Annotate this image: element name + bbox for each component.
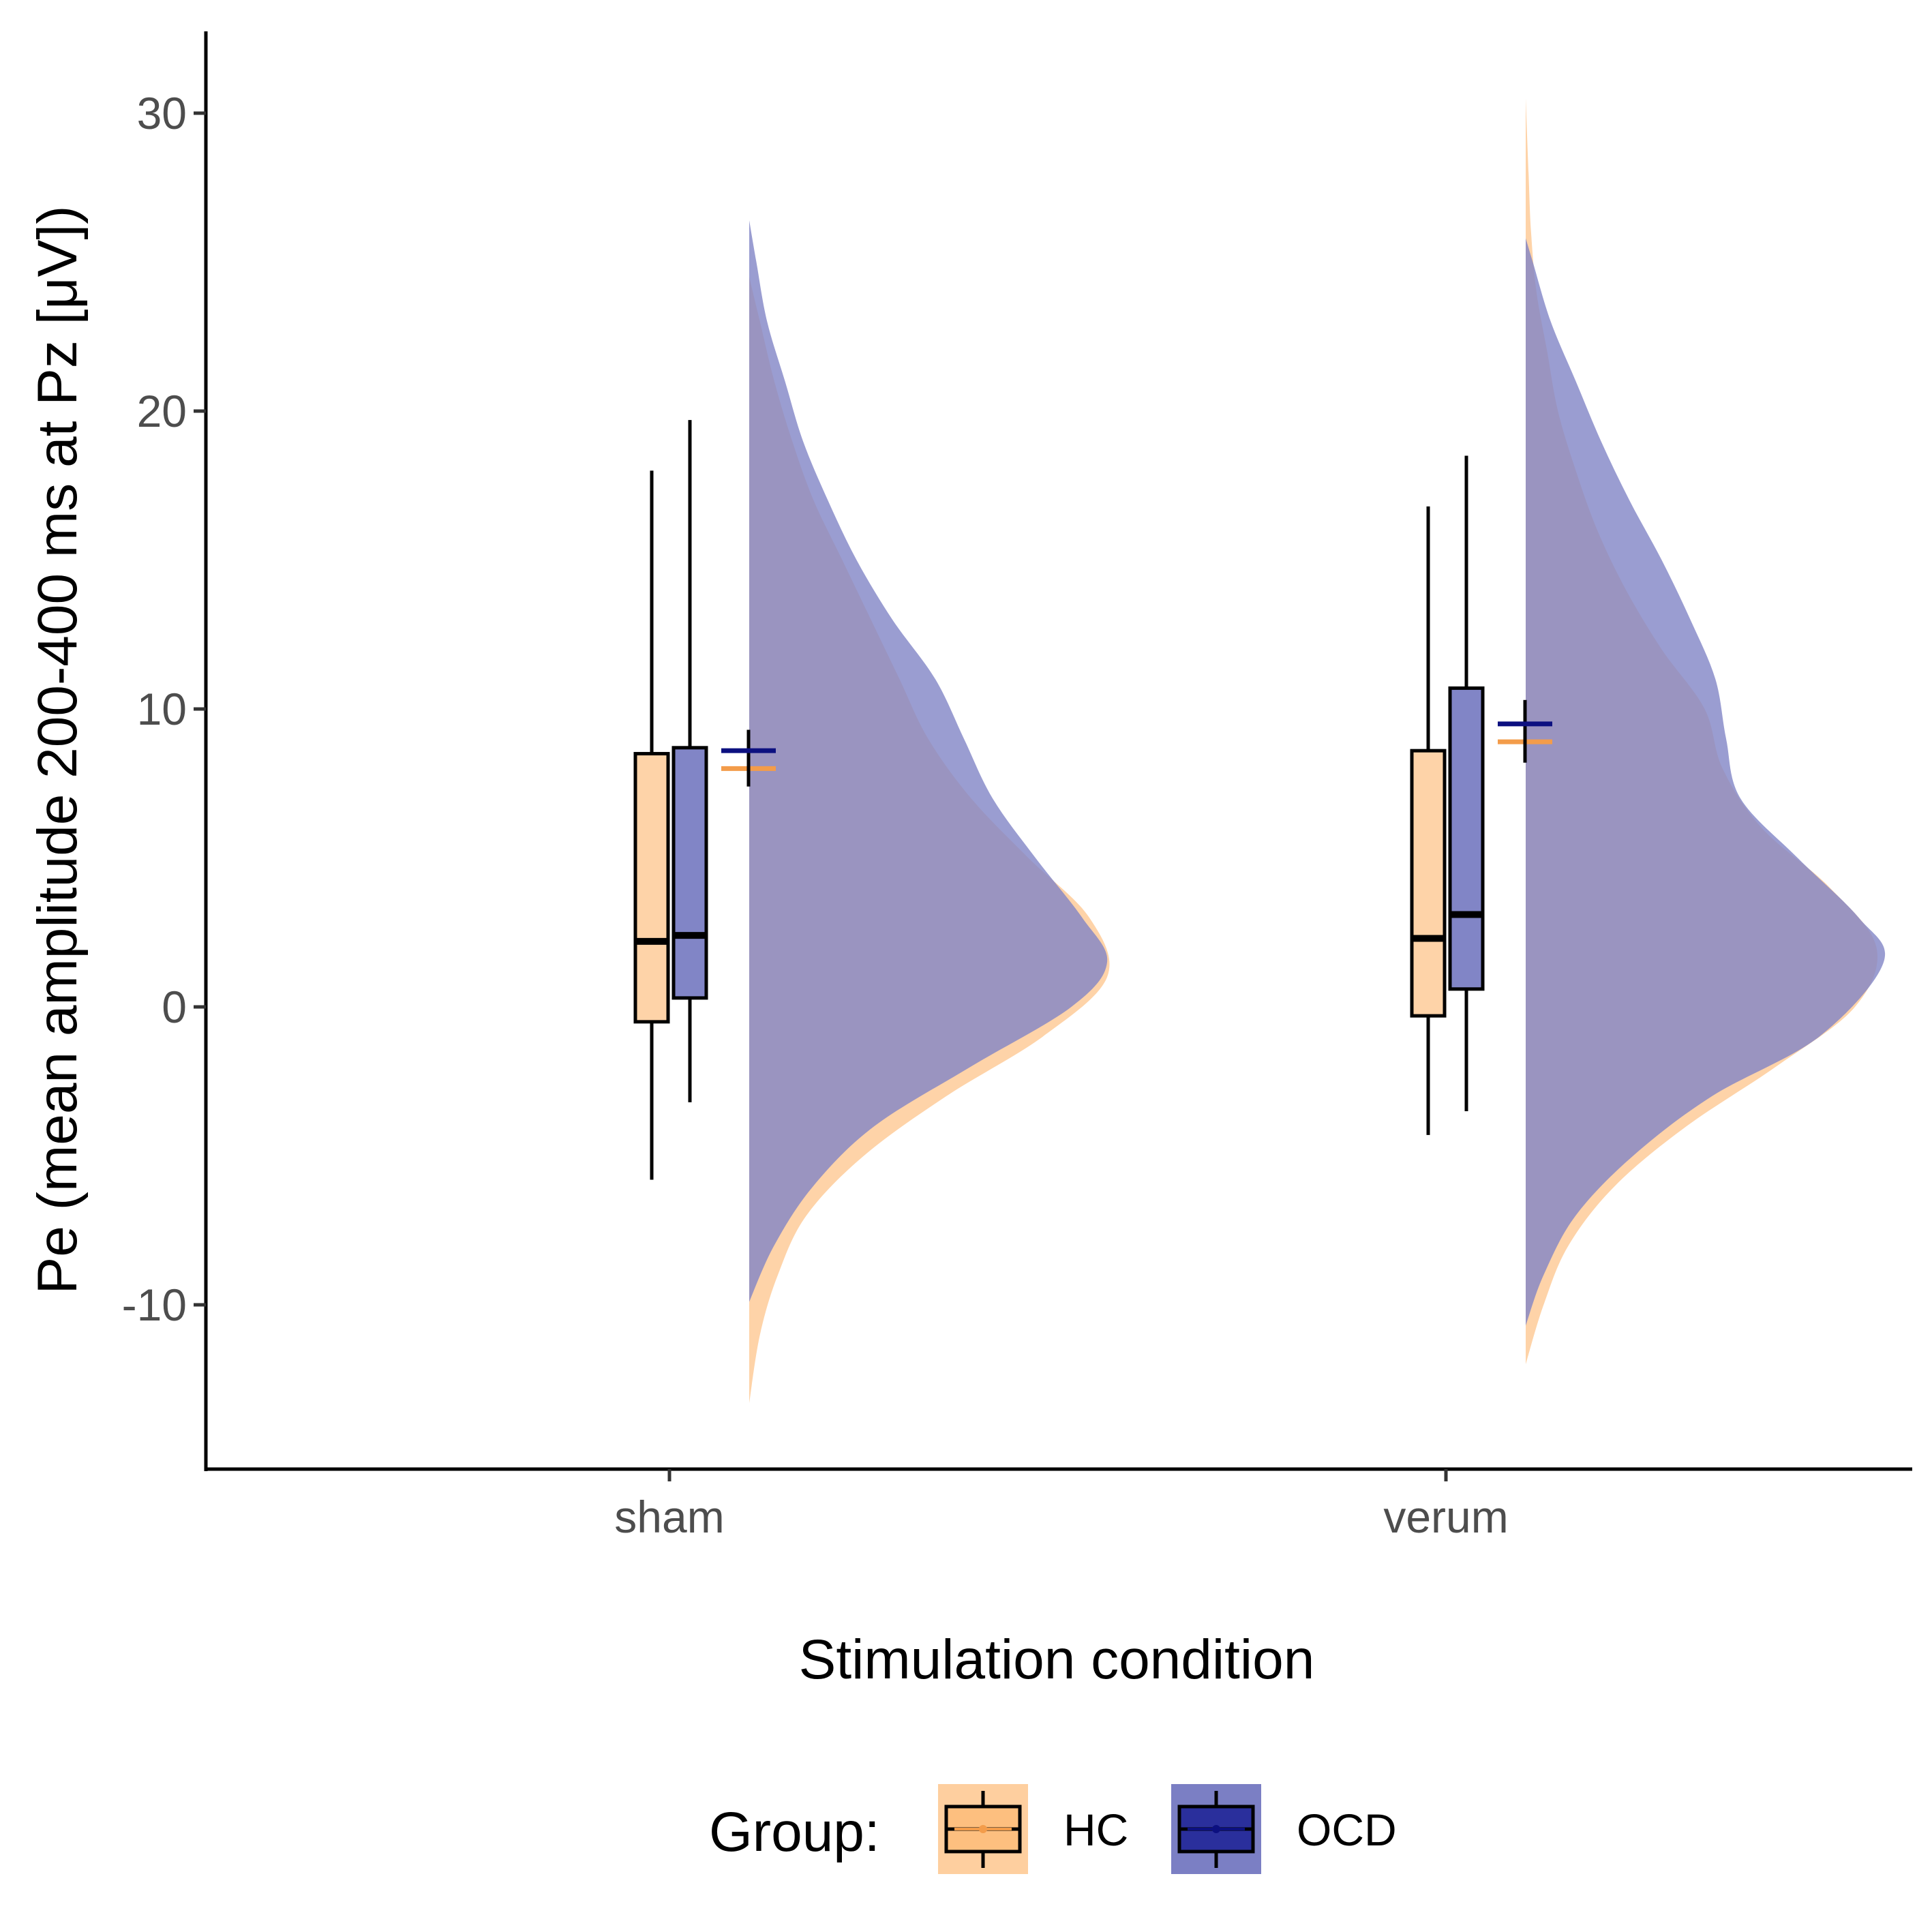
plot-area: [633, 98, 1886, 1404]
density-cloud-ocd-sham: [749, 220, 1108, 1302]
y-tick-label: 10: [137, 684, 187, 734]
x-tick-label-verum: verum: [1383, 1492, 1508, 1542]
legend-key-hc: [938, 1784, 1028, 1874]
legend-label-hc: HC: [1063, 1805, 1128, 1855]
x-axis-title: Stimulation condition: [799, 1629, 1315, 1691]
box-ocd-verum: [1448, 686, 1485, 991]
legend-key-ocd-mean-point: [1212, 1825, 1220, 1833]
box-hc-sham: [633, 752, 670, 1024]
y-axis-ticks: -10 0 10 20 30: [122, 88, 206, 1330]
legend-key-hc-mean-point: [979, 1825, 987, 1833]
box-ocd-sham: [671, 746, 708, 1000]
density-cloud-ocd-verum: [1526, 238, 1886, 1326]
y-tick-label: -10: [122, 1280, 187, 1330]
y-tick-label: 0: [162, 982, 187, 1032]
legend-label-ocd: OCD: [1297, 1805, 1397, 1855]
x-tick-label-sham: sham: [614, 1492, 724, 1542]
y-tick-label: 20: [137, 386, 187, 436]
x-axis-ticks: sham verum: [614, 1469, 1509, 1542]
legend-title: Group:: [709, 1801, 880, 1863]
legend-key-ocd: [1171, 1784, 1261, 1874]
legend: Group: HC OCD: [709, 1784, 1397, 1874]
y-axis-title: Pe (mean amplitude 200-400 ms at Pz [μV]…: [27, 206, 89, 1295]
box-hc-verum: [1410, 749, 1447, 1018]
y-tick-label: 30: [137, 88, 187, 138]
